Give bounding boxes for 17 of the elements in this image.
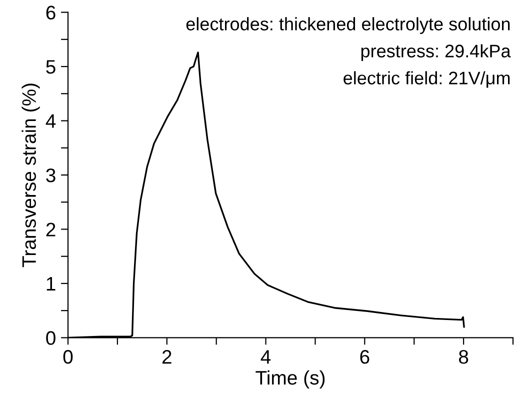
y-tick-label: 5 bbox=[46, 60, 56, 74]
x-tick-label: 2 bbox=[162, 350, 172, 364]
annotation: electrodes: thickened electrolyte solution bbox=[186, 17, 510, 34]
x-tick-label: 8 bbox=[458, 350, 468, 364]
y-tick-label: 3 bbox=[46, 168, 56, 182]
y-tick-label: 0 bbox=[46, 331, 56, 345]
annotation: electric field: 21V/μm bbox=[344, 71, 510, 88]
x-axis-title: Time (s) bbox=[256, 370, 325, 389]
annotation: prestress: 29.4kPa bbox=[361, 44, 511, 62]
y-tick-label: 1 bbox=[46, 277, 56, 291]
x-tick-label: 0 bbox=[63, 350, 73, 364]
y-axis-title: Transverse strain (%) bbox=[22, 84, 40, 268]
y-tick-label: 6 bbox=[46, 6, 56, 20]
x-tick-label: 4 bbox=[260, 350, 271, 364]
y-tick-label: 4 bbox=[46, 114, 56, 128]
x-tick-label: 6 bbox=[360, 350, 370, 364]
y-tick-label: 2 bbox=[46, 222, 56, 236]
